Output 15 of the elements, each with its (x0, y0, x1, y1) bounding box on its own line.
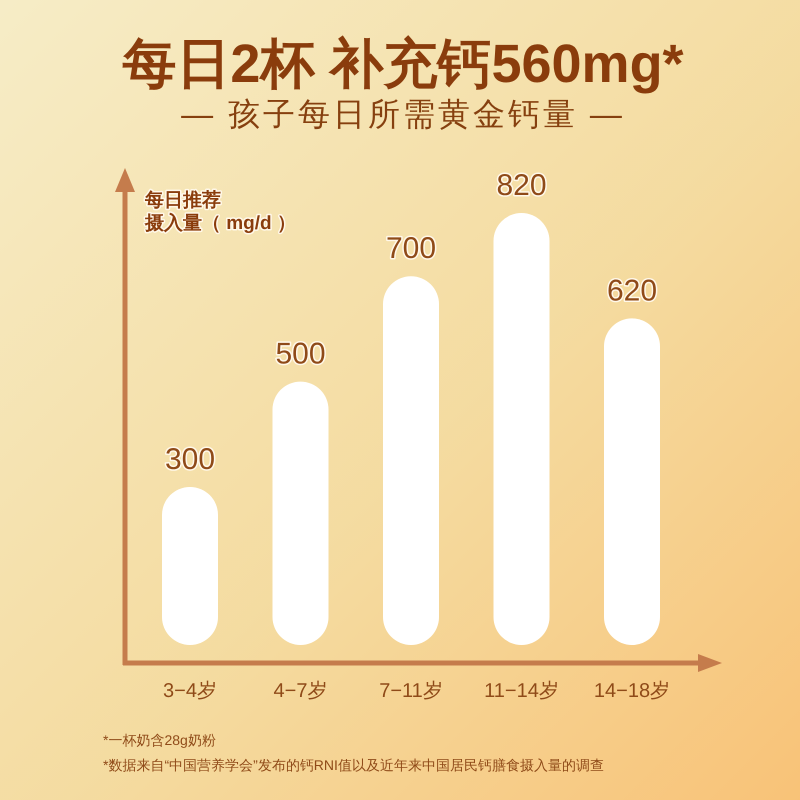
data-label: 700 (386, 232, 436, 266)
chart-title: 每日2杯 补充钙560mg* (121, 34, 684, 94)
x-tick-label: 14−18岁 (594, 680, 670, 702)
y-axis-title: 每日推荐摄入量（ mg/d ） (144, 189, 296, 234)
data-label: 620 (606, 274, 658, 308)
chart-subtitle: — 孩子每日所需黄金钙量 — (181, 96, 625, 132)
data-label: 500 (275, 338, 326, 371)
x-tick-label: 3−4岁 (163, 680, 217, 702)
text: *数据来自“中国营养学会”发布的钙RNI值以及近年来中国居民钙膳食摄入量的调查 (103, 757, 604, 773)
x-tick-label: 11−14岁 (484, 680, 559, 702)
data-label: 300 (164, 442, 216, 476)
text: *一杯奶含28g奶粉 (103, 732, 216, 748)
x-tick-label: 4−7岁 (274, 680, 328, 702)
data-label: 820 (496, 169, 547, 202)
x-tick-label: 7−11岁 (379, 680, 443, 702)
